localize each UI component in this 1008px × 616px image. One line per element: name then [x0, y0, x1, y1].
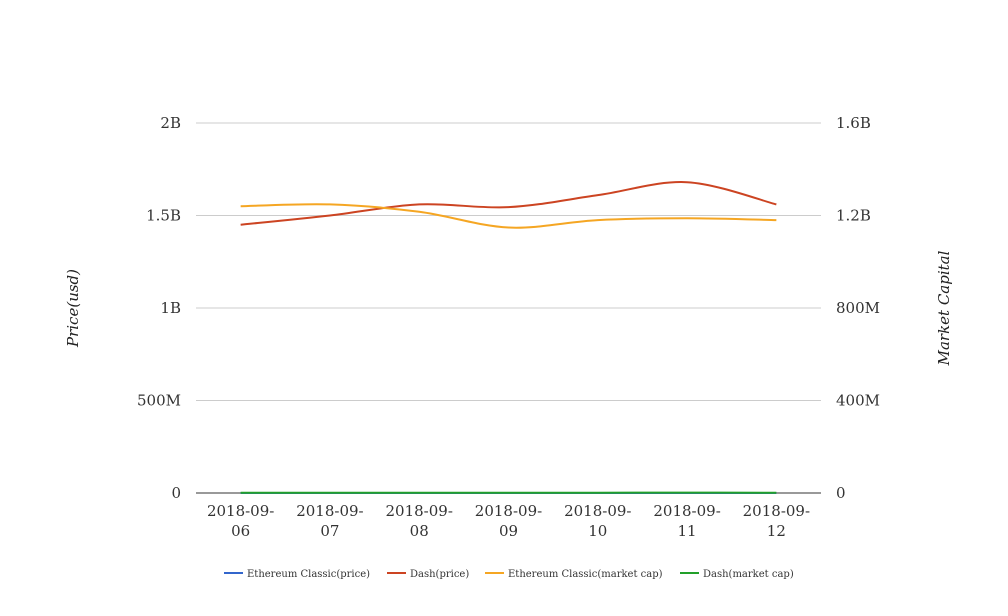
- legend-label-ethereum-classic-price: Ethereum Classic(price): [247, 569, 370, 580]
- left-axis-ticks: 0 500M 1B 1.5B 2B: [137, 114, 181, 502]
- y-tick-label: 2B: [160, 114, 181, 132]
- x-tick-label: 2018-09-10: [564, 502, 631, 540]
- legend-label-dash-price: Dash(price): [410, 569, 469, 580]
- x-tick-label: 2018-09-12: [743, 502, 810, 540]
- y2-tick-label: 800M: [836, 299, 880, 317]
- y2-tick-label: 400M: [836, 392, 880, 410]
- legend-label-dash-market-cap: Dash(market cap): [703, 569, 794, 580]
- series-line-ethereum-classic-market-cap: [240, 203, 777, 229]
- y2-axis-title: Market Capital: [935, 250, 953, 366]
- series-line-dash-price: [240, 181, 777, 226]
- series-lines: [240, 181, 777, 495]
- x-axis-ticks: 2018-09-06 2018-09-07 2018-09-08 2018-09-09…: [207, 502, 810, 540]
- y-tick-label: 1B: [160, 299, 181, 317]
- right-axis-ticks: 0 400M 800M 1.2B 1.6B: [836, 114, 880, 502]
- legend: Ethereum Classic(price) Dash(price) Ethere…: [224, 569, 794, 580]
- y-tick-label: 1.5B: [146, 207, 181, 225]
- grid-lines: [196, 122, 821, 494]
- x-tick-label: 2018-09-08: [386, 502, 453, 540]
- x-tick-label: 2018-09-09: [475, 502, 542, 540]
- legend-label-ethereum-classic-market-cap: Ethereum Classic(market cap): [508, 569, 663, 580]
- y-axis-title: Price(usd): [64, 269, 82, 348]
- x-tick-label: 2018-09-11: [653, 502, 720, 540]
- y-tick-label: 0: [171, 484, 181, 502]
- y-tick-label: 500M: [137, 392, 181, 410]
- x-tick-label: 2018-09-07: [296, 502, 363, 540]
- y2-tick-label: 1.6B: [836, 114, 871, 132]
- y2-tick-label: 1.2B: [836, 207, 871, 225]
- x-tick-label: 2018-09-06: [207, 502, 274, 540]
- y2-tick-label: 0: [836, 484, 846, 502]
